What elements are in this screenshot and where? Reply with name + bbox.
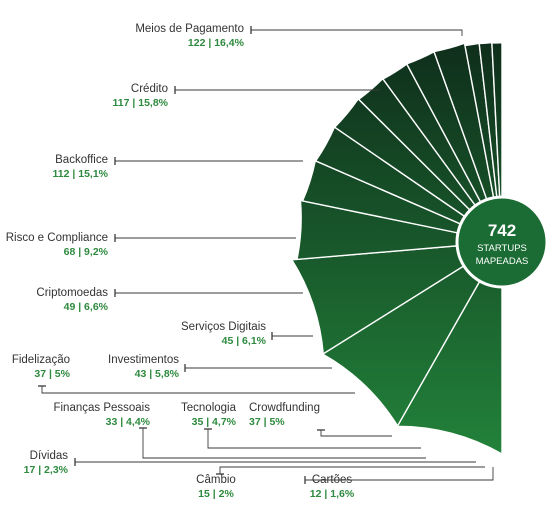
slice-cartoes <box>491 41 503 243</box>
leader-cartoes <box>305 467 494 481</box>
leader-tecnologia <box>207 429 421 449</box>
leader-fidelizacao <box>41 386 355 394</box>
center-total: 742 STARTUPS MAPEADAS <box>455 195 549 289</box>
label-cambio: Câmbio <box>196 474 236 486</box>
label-servicos-digitais: Serviços Digitais <box>181 321 266 333</box>
slice-risco-e-compliance <box>296 199 503 261</box>
value-criptomoedas: 49 | 6,6% <box>64 301 109 313</box>
label-criptomoedas: Criptomoedas <box>36 287 108 299</box>
label-crowdfunding: Crowdfunding <box>249 402 320 414</box>
slice-credito <box>321 241 503 428</box>
value-fidelizacao: 37 | 5% <box>34 368 70 380</box>
center-circle <box>455 195 549 289</box>
leader-crowdfunding <box>320 430 392 437</box>
value-risco-e-compliance: 68 | 9,2% <box>64 246 109 258</box>
value-cambio: 15 | 2% <box>198 488 234 500</box>
slice-backoffice <box>290 241 503 356</box>
total-count: 742 <box>488 221 516 240</box>
leader-meios-de-pagamento <box>251 29 463 36</box>
value-tecnologia: 35 | 4,7% <box>192 416 237 428</box>
value-credito: 117 | 15,8% <box>113 97 169 109</box>
value-meios-de-pagamento: 122 | 16,4% <box>188 37 245 49</box>
label-meios-de-pagamento: Meios de Pagamento <box>135 23 244 35</box>
label-backoffice: Backoffice <box>55 154 108 166</box>
total-caption-line1: STARTUPS <box>477 243 527 254</box>
value-financas-pessoais: 33 | 4,4% <box>106 416 151 428</box>
category-labels: Meios de Pagamento 122 | 16,4% Crédito 117 … <box>6 23 355 500</box>
label-investimentos: Investimentos <box>108 354 179 366</box>
label-dividas: Dívidas <box>30 450 69 462</box>
label-credito: Crédito <box>131 83 168 95</box>
value-dividas: 17 | 2,3% <box>24 464 69 476</box>
value-backoffice: 112 | 15,1% <box>53 168 109 180</box>
label-cartoes: Cartões <box>312 474 353 486</box>
pie-slices <box>290 41 503 456</box>
slice-crowdfunding <box>433 42 503 243</box>
total-caption-line2: MAPEADAS <box>476 256 529 267</box>
label-financas-pessoais: Finanças Pessoais <box>53 402 150 414</box>
leader-cambio <box>219 466 485 474</box>
label-fidelizacao: Fidelização <box>12 354 70 366</box>
slice-meios-de-pagamento <box>396 239 503 456</box>
value-crowdfunding: 37 | 5% <box>249 416 285 428</box>
value-investimentos: 43 | 5,8% <box>135 368 180 380</box>
value-cartoes: 12 | 1,6% <box>310 488 355 500</box>
leader-lines <box>38 26 494 484</box>
leader-financas-pessoais <box>142 428 426 459</box>
value-servicos-digitais: 45 | 6,1% <box>222 335 267 347</box>
label-tecnologia: Tecnologia <box>181 402 237 414</box>
label-risco-e-compliance: Risco e Compliance <box>6 232 108 244</box>
